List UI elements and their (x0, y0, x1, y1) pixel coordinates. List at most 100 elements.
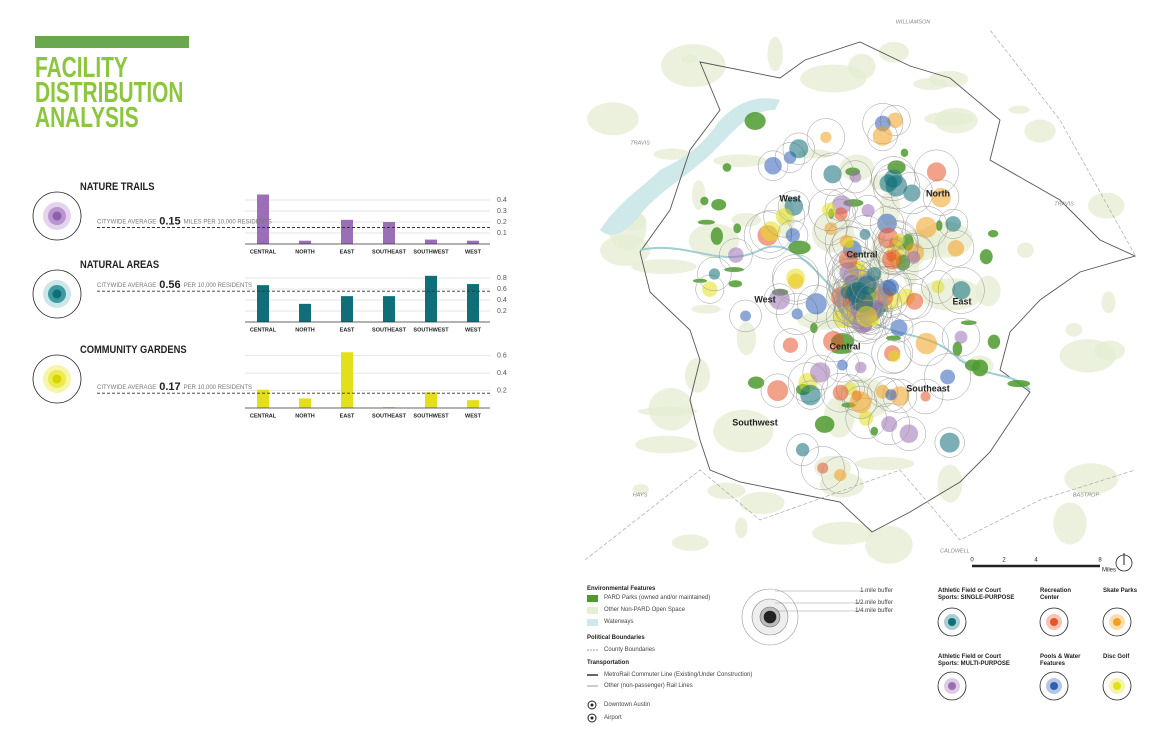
facility-point (952, 281, 971, 300)
facility-point (892, 233, 905, 247)
open-space (924, 111, 975, 126)
facility-buffer (907, 378, 944, 415)
facility-label: Disc Golf (1103, 654, 1130, 660)
bar (425, 275, 437, 322)
facility-point (886, 251, 897, 262)
facility-buffer (786, 433, 819, 466)
facility-point (861, 203, 875, 218)
open-space (661, 44, 726, 87)
facility-buffer (867, 376, 898, 408)
facility-point (832, 384, 849, 401)
chart-title: NATURAL AREAS (80, 259, 159, 271)
average-text: CITYWIDE AVERAGE 0.15 MILES PER 10,000 RES… (97, 215, 272, 227)
facility-buffer (777, 219, 809, 251)
facility-point (768, 288, 790, 310)
legend-item: Downtown Austin (604, 702, 651, 708)
x-tick-label: CENTRAL (250, 249, 277, 255)
x-tick-label: CENTRAL (250, 413, 277, 419)
facility-point (879, 174, 898, 193)
open-space (671, 534, 709, 551)
open-space (855, 457, 915, 471)
facility-point (767, 380, 789, 402)
facility-point (782, 337, 799, 353)
y-tick-label: 0.6 (497, 286, 507, 293)
park (987, 229, 999, 238)
open-space (736, 321, 757, 356)
facility-label: Athletic Field or Court Sports: MULTI-PU… (938, 654, 1010, 667)
open-space (707, 482, 746, 500)
bar (425, 392, 437, 408)
park (814, 415, 835, 433)
park (810, 322, 818, 334)
facility-point (786, 268, 806, 288)
facility-point (823, 330, 844, 352)
facility-core (1113, 682, 1121, 690)
facility-buffer (938, 208, 969, 239)
open-space (913, 78, 949, 91)
facility-core (948, 618, 956, 626)
bar (467, 400, 479, 408)
open-space (975, 275, 1001, 307)
park (935, 220, 943, 232)
open-space (1053, 502, 1087, 545)
facility-buffer (874, 377, 908, 412)
legend-item: MetroRail Commuter Line (Existing/Under … (604, 672, 753, 678)
facility-point (854, 361, 867, 374)
facility-point (858, 411, 874, 426)
facility-point (764, 156, 782, 175)
facility-core (948, 682, 956, 690)
facility-point (888, 350, 901, 363)
park (788, 240, 811, 255)
bar (299, 398, 311, 408)
facility-label: Recreation Center (1040, 588, 1072, 601)
x-tick-label: EAST (340, 327, 355, 333)
open-space (919, 278, 983, 311)
facility-point (837, 359, 848, 371)
county-label: WILLIAMSON (896, 19, 931, 25)
facility-buffer (782, 132, 815, 165)
header-bar (35, 36, 189, 48)
facility-label: Skate Parks (1103, 588, 1138, 594)
facility-point (885, 389, 897, 401)
legend-point-core (590, 703, 594, 707)
facility-buffer (821, 456, 859, 494)
bar (467, 240, 479, 244)
y-tick-label: 0.8 (497, 275, 507, 282)
open-space (767, 36, 783, 72)
y-tick-label: 0.4 (497, 370, 507, 377)
facility-buffer (729, 299, 762, 333)
bar (341, 352, 353, 408)
x-tick-label: WEST (465, 249, 482, 255)
facility-buffer (891, 416, 927, 451)
x-tick-label: SOUTHEAST (372, 249, 407, 255)
city-boundary (639, 41, 1137, 533)
facility-buffer (852, 194, 884, 227)
facility-buffer (832, 268, 881, 317)
facility-buffer (851, 269, 884, 302)
facility-point (945, 216, 962, 232)
open-space (800, 64, 867, 93)
facility-point (873, 299, 884, 310)
county-label: TRAVIS (630, 140, 650, 146)
icon-core (52, 289, 62, 299)
open-space (713, 409, 774, 453)
facility-buffer (868, 403, 911, 446)
facility-buffer (802, 354, 838, 391)
facility-point (728, 247, 744, 263)
park (1007, 379, 1031, 388)
facility-point (954, 330, 968, 344)
x-tick-label: SOUTHEAST (372, 413, 407, 419)
bar (299, 303, 311, 322)
park (711, 199, 727, 211)
facility-buffer (873, 238, 910, 275)
open-space (691, 180, 706, 210)
facility-ring (1102, 671, 1132, 701)
facility-buffer (877, 339, 912, 374)
bar (299, 240, 311, 244)
county-label: TRAVIS (1054, 201, 1074, 207)
open-space (1101, 291, 1116, 314)
facility-buffer (825, 347, 860, 383)
x-tick-label: EAST (340, 249, 355, 255)
x-tick-label: CENTRAL (250, 327, 277, 333)
open-space (632, 484, 650, 495)
